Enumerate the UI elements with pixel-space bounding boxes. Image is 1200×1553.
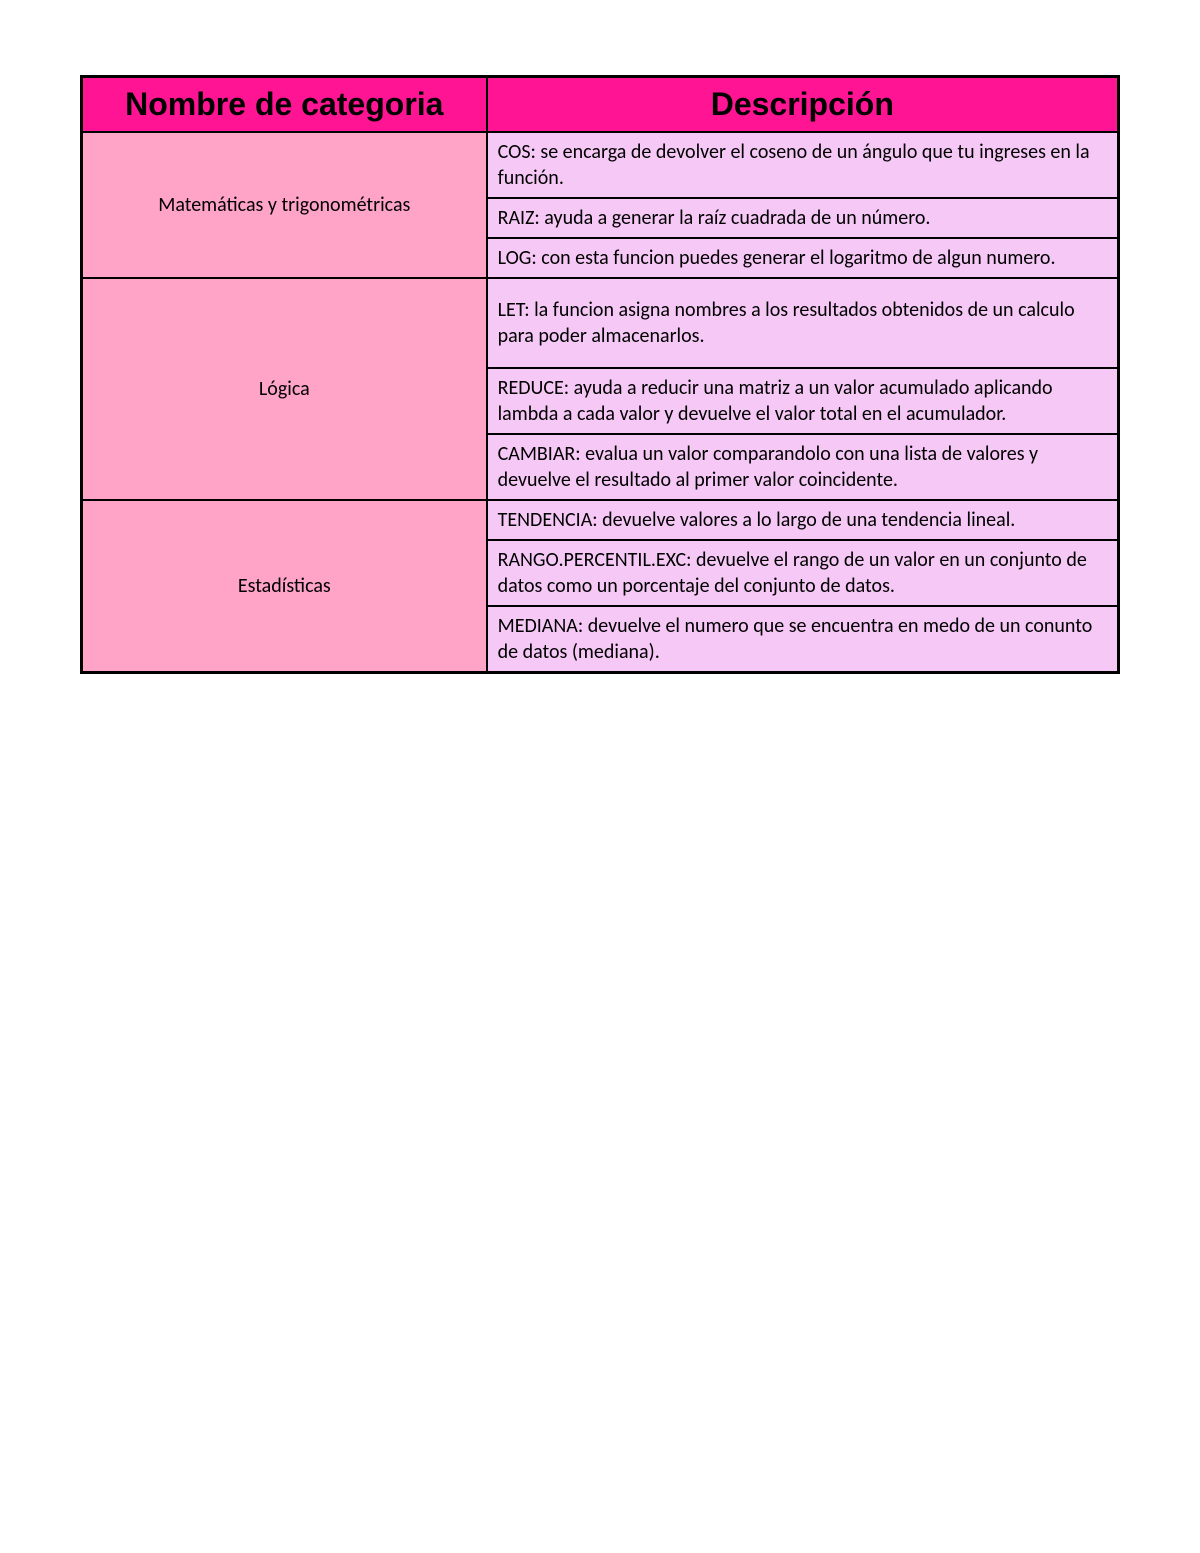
description-cell: COS: se encarga de devolver el coseno de… xyxy=(487,132,1119,198)
category-cell: Lógica xyxy=(82,278,487,500)
description-cell: MEDIANA: devuelve el numero que se encue… xyxy=(487,606,1119,673)
header-description: Descripción xyxy=(487,77,1119,133)
description-cell: TENDENCIA: devuelve valores a lo largo d… xyxy=(487,500,1119,540)
page: Nombre de categoria Descripción Matemáti… xyxy=(0,0,1200,749)
description-cell: CAMBIAR: evalua un valor comparandolo co… xyxy=(487,434,1119,500)
functions-table: Nombre de categoria Descripción Matemáti… xyxy=(80,75,1120,674)
table-row: EstadísticasTENDENCIA: devuelve valores … xyxy=(82,500,1119,540)
table-row: Matemáticas y trigonométricasCOS: se enc… xyxy=(82,132,1119,198)
category-cell: Matemáticas y trigonométricas xyxy=(82,132,487,278)
header-row: Nombre de categoria Descripción xyxy=(82,77,1119,133)
table-header: Nombre de categoria Descripción xyxy=(82,77,1119,133)
table-row: LógicaLET: la funcion asigna nombres a l… xyxy=(82,278,1119,368)
description-cell: REDUCE: ayuda a reducir una matriz a un … xyxy=(487,368,1119,434)
header-category: Nombre de categoria xyxy=(82,77,487,133)
table-body: Matemáticas y trigonométricasCOS: se enc… xyxy=(82,132,1119,673)
description-cell: LOG: con esta funcion puedes generar el … xyxy=(487,238,1119,278)
category-cell: Estadísticas xyxy=(82,500,487,673)
description-cell: LET: la funcion asigna nombres a los res… xyxy=(487,278,1119,368)
description-cell: RANGO.PERCENTIL.EXC: devuelve el rango d… xyxy=(487,540,1119,606)
description-cell: RAIZ: ayuda a generar la raíz cuadrada d… xyxy=(487,198,1119,238)
